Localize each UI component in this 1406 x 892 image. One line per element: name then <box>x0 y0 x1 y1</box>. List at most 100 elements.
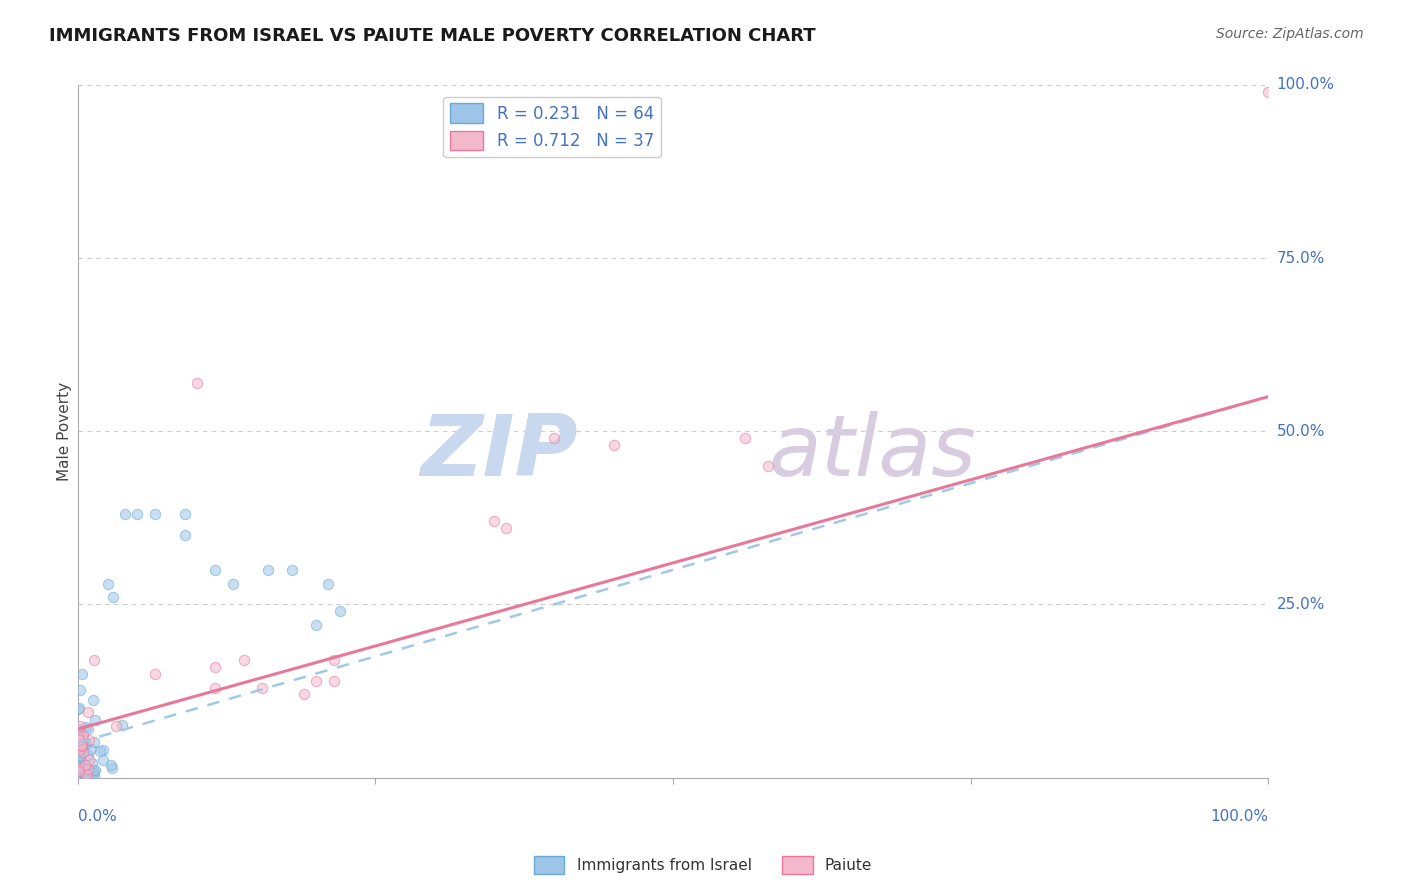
Point <box>127 508 149 522</box>
Text: IMMIGRANTS FROM ISRAEL VS PAIUTE MALE POVERTY CORRELATION CHART: IMMIGRANTS FROM ISRAEL VS PAIUTE MALE PO… <box>49 27 815 45</box>
Point <box>66 767 89 781</box>
Point <box>69 750 91 764</box>
Point <box>602 438 624 452</box>
Point <box>83 653 105 667</box>
Text: 75.0%: 75.0% <box>1277 251 1324 266</box>
Point <box>73 737 96 751</box>
Text: 0.0%: 0.0% <box>77 809 117 823</box>
Point <box>204 563 226 577</box>
Point <box>67 742 90 756</box>
Point <box>111 718 134 732</box>
Point <box>75 770 97 784</box>
Point <box>143 508 166 522</box>
Text: ZIP: ZIP <box>420 410 578 493</box>
Point <box>305 673 328 688</box>
Text: atlas: atlas <box>768 410 976 493</box>
Point <box>70 755 93 769</box>
Text: 100.0%: 100.0% <box>1211 809 1268 823</box>
Point <box>72 746 94 760</box>
Point <box>76 761 98 775</box>
Point <box>67 736 90 750</box>
Point <box>734 431 756 445</box>
Point <box>100 758 122 772</box>
Legend: Immigrants from Israel, Paiute: Immigrants from Israel, Paiute <box>527 850 879 880</box>
Point <box>186 376 208 390</box>
Point <box>73 765 96 780</box>
Point <box>76 762 98 776</box>
Point <box>322 673 344 688</box>
Point <box>70 730 93 744</box>
Point <box>69 738 91 752</box>
Point <box>73 735 96 749</box>
Point <box>114 508 136 522</box>
Point <box>83 763 105 777</box>
Point <box>66 768 89 782</box>
Point <box>543 431 565 445</box>
Point <box>103 591 125 605</box>
Point <box>69 682 91 697</box>
Point <box>69 763 91 777</box>
Point <box>73 758 96 772</box>
Point <box>70 739 93 753</box>
Point <box>77 706 100 720</box>
Point <box>83 769 105 783</box>
Point <box>75 738 97 752</box>
Point <box>73 767 96 781</box>
Point <box>329 604 352 618</box>
Point <box>67 701 90 715</box>
Point <box>67 748 90 763</box>
Text: 25.0%: 25.0% <box>1277 597 1324 612</box>
Point <box>77 748 100 763</box>
Point <box>72 737 94 751</box>
Point <box>69 748 91 763</box>
Text: Source: ZipAtlas.com: Source: ZipAtlas.com <box>1216 27 1364 41</box>
Point <box>69 722 91 736</box>
Point <box>82 765 104 780</box>
Point <box>252 681 274 695</box>
Point <box>67 761 90 775</box>
Point <box>322 653 344 667</box>
Point <box>174 508 197 522</box>
Point <box>204 681 226 695</box>
Point <box>77 733 100 747</box>
Point <box>75 763 97 777</box>
Point <box>73 732 96 747</box>
Point <box>143 666 166 681</box>
Text: 50.0%: 50.0% <box>1277 424 1324 439</box>
Point <box>756 458 779 473</box>
Point <box>101 761 124 775</box>
Point <box>484 514 506 528</box>
Point <box>72 764 94 779</box>
Point <box>83 735 105 749</box>
Point <box>69 738 91 752</box>
Point <box>79 753 101 767</box>
Point <box>67 729 90 743</box>
Point <box>72 729 94 743</box>
Point <box>174 528 197 542</box>
Point <box>305 618 328 632</box>
Point <box>91 742 114 756</box>
Point <box>1257 85 1279 99</box>
Point <box>76 722 98 736</box>
Point <box>67 758 90 772</box>
Text: 100.0%: 100.0% <box>1277 78 1334 93</box>
Point <box>89 744 111 758</box>
Point <box>83 764 105 779</box>
Point <box>80 756 103 770</box>
Point <box>72 766 94 780</box>
Point <box>257 563 280 577</box>
Point <box>91 753 114 767</box>
Point <box>67 723 90 737</box>
Legend: R = 0.231   N = 64, R = 0.712   N = 37: R = 0.231 N = 64, R = 0.712 N = 37 <box>443 96 661 157</box>
Point <box>83 713 105 727</box>
Point <box>69 719 91 733</box>
Point <box>281 563 304 577</box>
Point <box>105 719 128 733</box>
Y-axis label: Male Poverty: Male Poverty <box>58 382 72 481</box>
Point <box>73 757 96 772</box>
Point <box>495 521 517 535</box>
Point <box>80 742 103 756</box>
Point <box>221 576 243 591</box>
Point <box>67 702 90 716</box>
Point <box>67 764 90 778</box>
